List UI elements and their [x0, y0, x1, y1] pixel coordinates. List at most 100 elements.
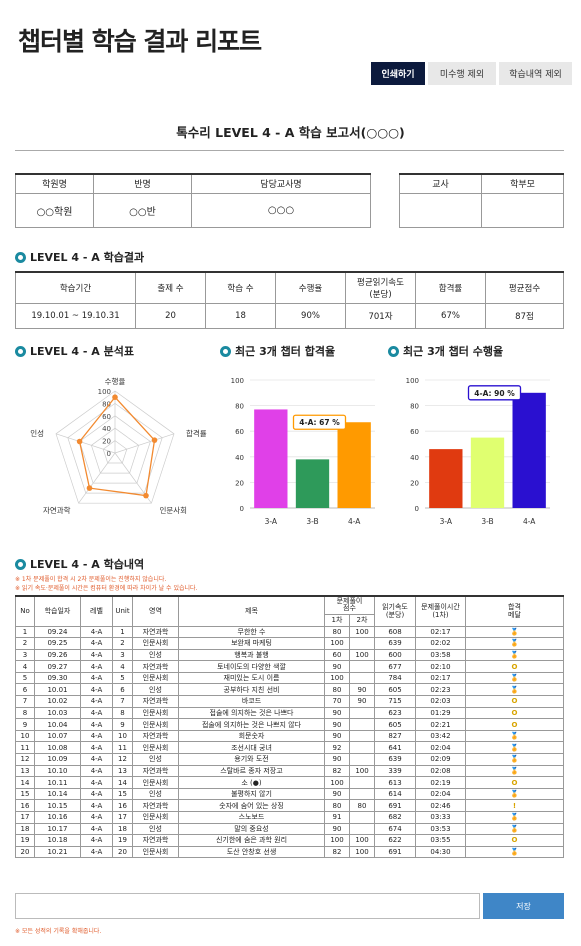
table-cell: [349, 706, 375, 720]
bar: [470, 437, 505, 508]
table-cell: 10.14: [34, 787, 81, 801]
medal-icon: O: [465, 834, 564, 847]
table-cell: 600: [374, 648, 416, 662]
table-cell: 100: [349, 845, 375, 859]
y-tick-label: 0: [240, 505, 244, 513]
table-row: 9 10.04 4-A 9 인문사회 접술에 의지하는 것은 나쁘지 않다 90 605 02:…: [15, 718, 564, 731]
medal-icon: O: [465, 776, 564, 789]
x-tick-label: 3-A: [265, 517, 278, 526]
footer-note: ※ 모든 성적의 기록을 확해줍니다.: [15, 928, 102, 935]
bar: [295, 459, 330, 508]
parent-sign-header: 학부모: [481, 173, 564, 194]
table-cell: 60: [324, 648, 350, 662]
report-title: 톡수리 LEVEL 4 - A 학습 보고서(○○○): [176, 125, 405, 140]
exclude-incomplete-tab[interactable]: 미수행 제외: [428, 62, 496, 85]
medal-icon: O: [465, 660, 564, 673]
history-note-2: ※ 읽기 속도·문제풀이 시간은 컴퓨터 환경에 따라 차이가 날 수 있습니다…: [15, 585, 198, 592]
table-cell: 4-A: [80, 706, 113, 720]
table-cell: 02:17: [415, 625, 466, 639]
table-row: 6 10.01 4-A 6 인성 공부하다 지친 선비 80 90 605 02:23 🏅: [15, 683, 564, 697]
table-cell: 10.21: [34, 845, 81, 859]
table-cell: 자연과학: [132, 834, 179, 847]
table-cell: 회문숫자: [178, 729, 325, 743]
table-cell: 인성: [132, 683, 179, 697]
y-tick-label: 80: [235, 403, 244, 411]
y-tick-label: 40: [235, 454, 244, 462]
memo-textarea[interactable]: [15, 893, 480, 919]
table-cell: 80: [324, 625, 350, 639]
table-cell: 100: [324, 671, 350, 685]
radar-label: 수행율: [105, 376, 126, 386]
table-cell: 용기와 도전: [178, 753, 325, 766]
table-cell: 인문사회: [132, 741, 179, 755]
table-cell: 80: [349, 799, 375, 812]
table-cell: 16: [112, 799, 133, 812]
table-cell: 09.24: [34, 625, 81, 639]
table-cell: 공부하다 지친 선비: [178, 683, 325, 697]
table-cell: 4: [112, 660, 133, 673]
medal-icon: 🏅: [465, 811, 564, 824]
medal-icon: 🏅: [465, 648, 564, 662]
table-cell: 3: [112, 648, 133, 662]
table-cell: 인성: [132, 648, 179, 662]
table-cell: 03:58: [415, 648, 466, 662]
table-cell: 90: [349, 683, 375, 697]
table-cell: 70: [324, 695, 350, 708]
table-cell: 614: [374, 787, 416, 801]
table-cell: 02:19: [415, 776, 466, 789]
table-cell: 4-A: [80, 741, 113, 755]
table-cell: 10.08: [34, 741, 81, 755]
divider: [15, 150, 564, 151]
table-cell: 90: [324, 753, 350, 766]
table-cell: 02:08: [415, 764, 466, 778]
table-cell: 715: [374, 695, 416, 708]
table-cell: 639: [374, 753, 416, 766]
table-cell: 신기한에 숨은 과학 원리: [178, 834, 325, 847]
table-row: 8 10.03 4-A 8 인문사회 접술에 의지하는 것은 나쁘다 90 623 01:29 O: [15, 706, 564, 720]
pass-chart-heading: 최근 3개 챕터 합격율: [220, 343, 335, 359]
table-cell: 7: [112, 695, 133, 708]
table-cell: 6: [15, 683, 35, 697]
table-row: 1 09.24 4-A 1 자연과학 무한한 수 80 100 608 02:17 🏅: [15, 625, 564, 639]
tooltip-text: 4-A: 90 %: [474, 389, 515, 398]
table-cell: 인성: [132, 753, 179, 766]
table-cell: 608: [374, 625, 416, 639]
radar-point: [76, 438, 83, 445]
academy-value: ○○학원: [15, 192, 94, 228]
y-tick-label: 60: [410, 428, 419, 436]
table-cell: 조선시대 궁녀: [178, 741, 325, 755]
table-cell: 682: [374, 811, 416, 824]
table-cell: 4-A: [80, 811, 113, 824]
table-cell: 90: [324, 729, 350, 743]
y-tick-label: 80: [410, 403, 419, 411]
medal-icon: 🏅: [465, 787, 564, 801]
table-cell: 10.10: [34, 764, 81, 778]
history-heading: LEVEL 4 - A 학습내역: [15, 556, 144, 572]
table-cell: 04:30: [415, 845, 466, 859]
radar-tick: 0: [107, 450, 111, 458]
table-cell: 4-A: [80, 683, 113, 697]
table-cell: 02:02: [415, 637, 466, 650]
table-cell: [349, 811, 375, 824]
table-cell: 4-A: [80, 799, 113, 812]
print-tab[interactable]: 인쇄하기: [371, 62, 425, 85]
parent-sign-cell[interactable]: [481, 192, 564, 228]
x-tick-label: 3-B: [306, 517, 318, 526]
teacher-sign-cell[interactable]: [399, 192, 482, 228]
table-cell: 691: [374, 799, 416, 812]
table-cell: 인성: [132, 787, 179, 801]
table-cell: 10.15: [34, 799, 81, 812]
save-button[interactable]: 저장: [483, 893, 564, 919]
table-row: 19 10.18 4-A 19 자연과학 신기한에 숨은 과학 원리 100 100 622 03…: [15, 834, 564, 847]
table-cell: 09.27: [34, 660, 81, 673]
table-cell: 4-A: [80, 764, 113, 778]
exclude-history-tab[interactable]: 학습내역 제외: [499, 62, 572, 85]
table-cell: 623: [374, 706, 416, 720]
table-cell: 02:10: [415, 660, 466, 673]
radar-heading: LEVEL 4 - A 분석표: [15, 343, 134, 359]
table-cell: 02:03: [415, 695, 466, 708]
table-row: 7 10.02 4-A 7 자연과학 바코드 70 90 715 02:03 O: [15, 695, 564, 708]
table-cell: 90: [324, 787, 350, 801]
x-tick-label: 3-A: [440, 517, 453, 526]
